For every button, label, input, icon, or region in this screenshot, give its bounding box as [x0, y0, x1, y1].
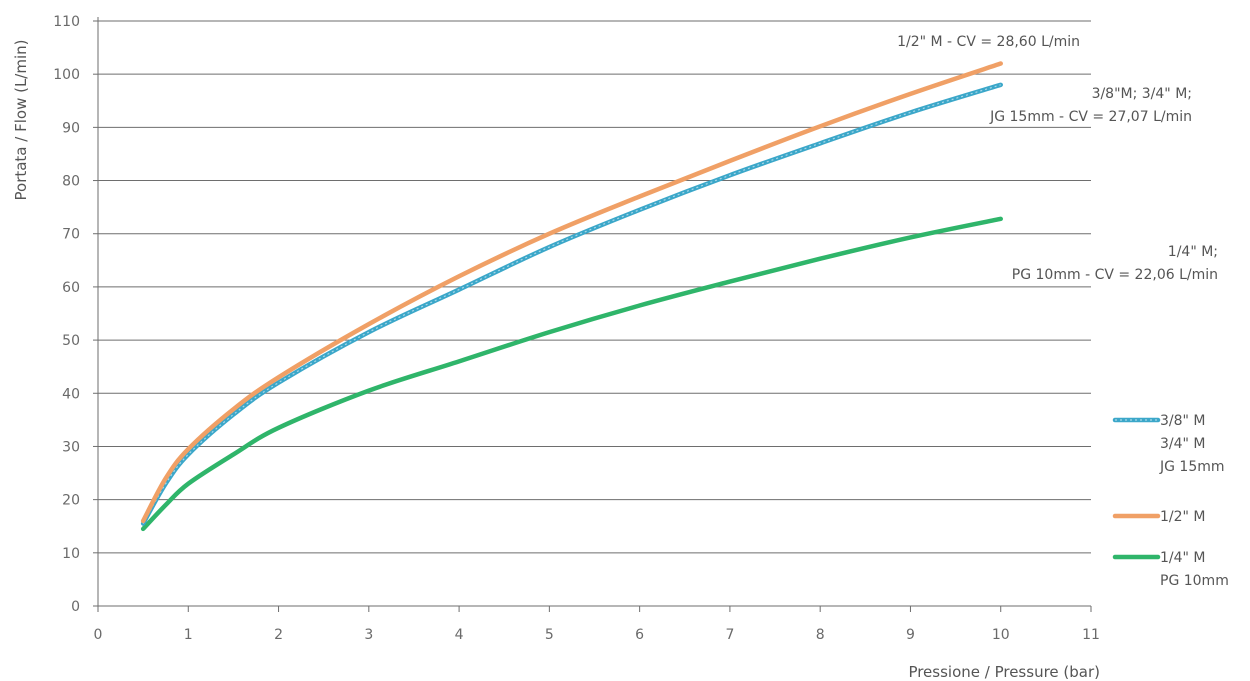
annotation-s14-1: PG 10mm - CV = 22,06 L/min: [1012, 267, 1218, 283]
legend-label-s12-0: 1/2" M: [1160, 509, 1206, 525]
data-point-s12-3: [233, 408, 235, 410]
data-point-s12-6: [458, 275, 460, 277]
data-point-s14-10: [819, 258, 821, 260]
annotation-s38-1: JG 15mm - CV = 27,07 L/min: [989, 109, 1192, 125]
y-tick-label-90: 90: [62, 120, 80, 136]
series-line-s38: [140, 82, 1003, 526]
series-line-s14: [140, 216, 1003, 532]
x-axis-title: Pressione / Pressure (bar): [908, 663, 1100, 681]
x-tick-label-8: 8: [816, 627, 825, 643]
legend-label-s14-0: 1/4" M: [1160, 550, 1206, 566]
data-point-s14-5: [368, 390, 370, 392]
data-point-s12-10: [819, 126, 821, 128]
x-tick-label-10: 10: [992, 627, 1010, 643]
data-point-s38-4: [278, 382, 280, 384]
data-point-s12-9: [729, 160, 731, 162]
data-point-s14-3: [233, 454, 235, 456]
x-tick-label-5: 5: [545, 627, 554, 643]
axes: 0 10 20 30 40 50 60 70 80 90 100 110 0 1 2 3 4 5 6 7 8 9 10 11: [53, 14, 1100, 643]
x-tick-label-4: 4: [455, 627, 464, 643]
x-tick-label-7: 7: [725, 627, 734, 643]
grid-lines: [98, 20, 1091, 554]
legend-label-s38-2: JG 15mm: [1159, 459, 1225, 475]
data-point-s14-4: [278, 427, 280, 429]
data-point-s12-2: [187, 448, 189, 450]
annotation-s12-0: 1/2" M - CV = 28,60 L/min: [897, 34, 1080, 50]
annotation-s14-0: 1/4" M;: [1168, 244, 1218, 260]
data-point-s14-0: [142, 528, 144, 530]
y-tick-label-110: 110: [53, 14, 80, 30]
data-point-s38-3: [233, 414, 235, 416]
legend-label-s38-1: 3/4" M: [1160, 436, 1206, 452]
data-point-s14-1: [165, 504, 167, 506]
data-point-s12-1: [165, 478, 167, 480]
data-point-s38-12: [1000, 84, 1002, 86]
data-point-s14-8: [639, 305, 641, 307]
x-tick-label-9: 9: [906, 627, 915, 643]
y-tick-label-20: 20: [62, 493, 80, 509]
x-tick-label-2: 2: [274, 627, 283, 643]
series-line-s38-dots: [142, 84, 1001, 524]
x-tick-label-11: 11: [1082, 627, 1100, 643]
data-point-s14-11: [910, 237, 912, 239]
series-lines: [140, 61, 1003, 532]
x-tick-label-1: 1: [184, 627, 193, 643]
x-tick-label-0: 0: [94, 627, 103, 643]
data-point-s38-8: [639, 209, 641, 211]
data-point-s14-6: [458, 361, 460, 363]
data-point-s12-4: [278, 377, 280, 379]
legend: 3/8" M 3/4" M JG 15mm 1/2" M 1/4" M PG 10mm: [1112, 413, 1229, 589]
data-point-s38-11: [910, 112, 912, 114]
y-tick-label-0: 0: [71, 599, 80, 615]
data-point-s14-9: [729, 281, 731, 283]
data-point-s12-7: [549, 233, 551, 235]
data-point-s12-8: [639, 196, 641, 198]
annotations: 3/8"M; 3/4" M; JG 15mm - CV = 27,07 L/min…: [897, 34, 1218, 283]
data-point-s12-12: [1000, 63, 1002, 65]
data-point-s38-7: [549, 246, 551, 248]
data-point-s12-11: [910, 93, 912, 95]
data-point-s38-5: [368, 331, 370, 333]
y-tick-label-50: 50: [62, 333, 80, 349]
x-tick-label-6: 6: [635, 627, 644, 643]
data-point-s14-12: [1000, 218, 1002, 220]
data-point-s14-7: [549, 331, 551, 333]
legend-label-s14-1: PG 10mm: [1160, 573, 1229, 589]
data-point-s12-0: [142, 520, 144, 522]
y-tick-label-70: 70: [62, 227, 80, 243]
data-point-s38-9: [729, 174, 731, 176]
legend-label-s38-0: 3/8" M: [1160, 413, 1206, 429]
data-point-s14-2: [187, 483, 189, 485]
annotation-s38-0: 3/8"M; 3/4" M;: [1092, 86, 1192, 102]
y-tick-label-80: 80: [62, 174, 80, 190]
y-tick-label-10: 10: [62, 546, 80, 562]
y-tick-label-60: 60: [62, 280, 80, 296]
y-tick-label-100: 100: [53, 67, 80, 83]
data-point-s38-10: [819, 143, 821, 145]
data-point-s38-2: [187, 454, 189, 456]
y-tick-label-40: 40: [62, 386, 80, 402]
data-point-s12-5: [368, 323, 370, 325]
data-point-s38-6: [458, 289, 460, 291]
y-tick-label-30: 30: [62, 439, 80, 455]
x-tick-label-3: 3: [364, 627, 373, 643]
series-line-s12: [140, 61, 1003, 524]
y-axis-title: Portata / Flow (L/min): [12, 39, 30, 200]
